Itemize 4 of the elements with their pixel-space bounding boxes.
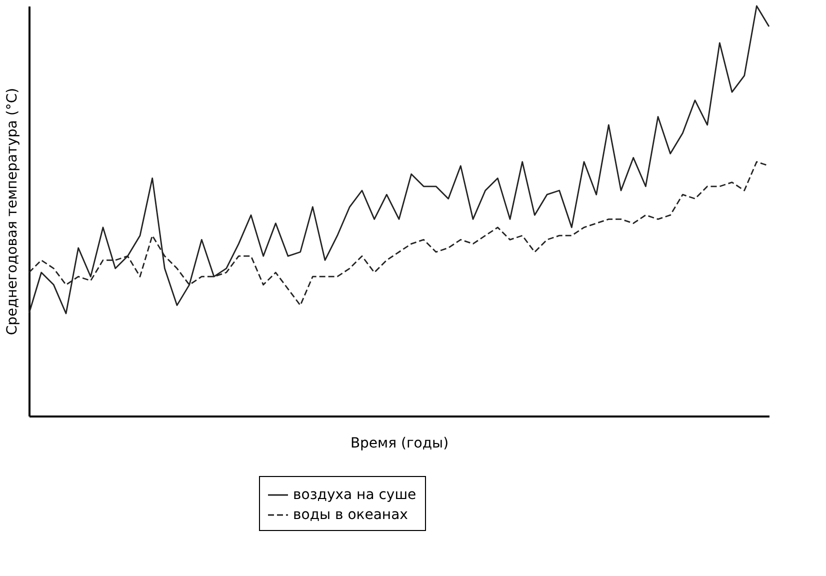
legend-label: воздуха на суше [293, 487, 416, 503]
y-axis-title: Среднегодовая температура (°C) [4, 88, 20, 336]
x-axis-title: Время (годы) [350, 436, 449, 452]
legend-label: воды в океанах [293, 507, 408, 523]
